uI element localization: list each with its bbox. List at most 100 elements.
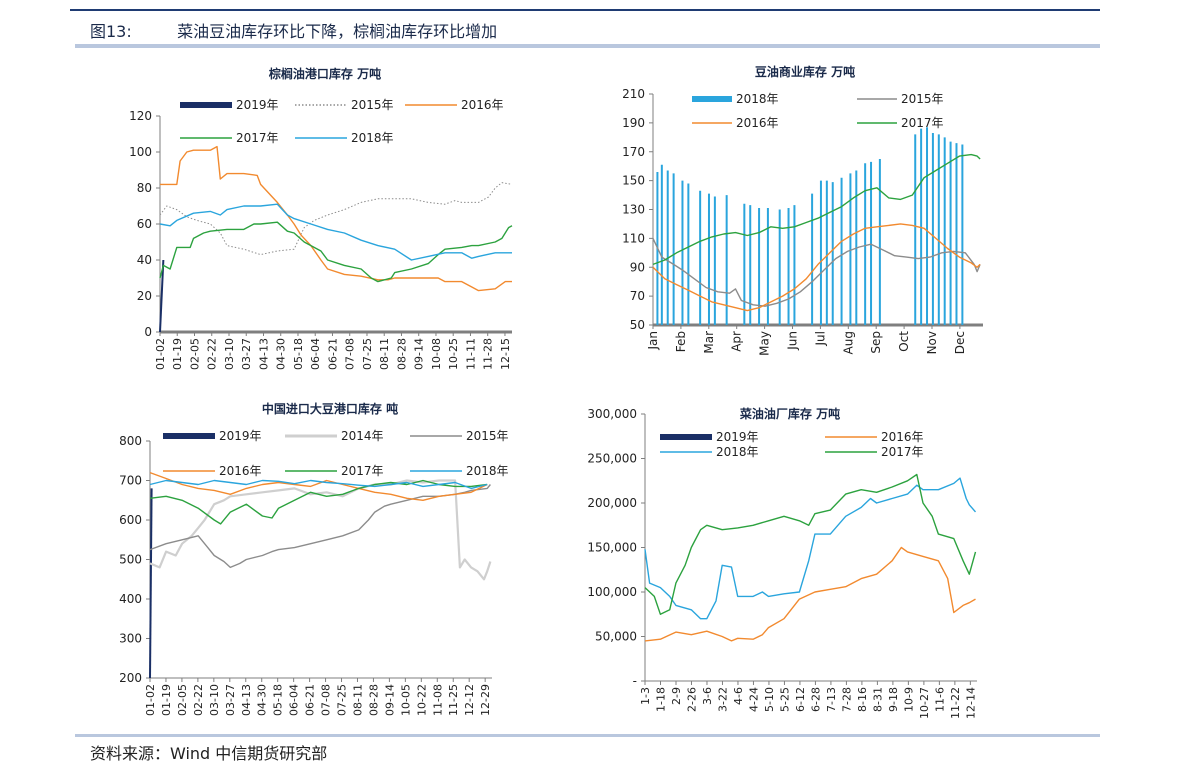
x-tick-label: 06-04 <box>288 684 301 716</box>
x-tick-label: 08-28 <box>395 338 408 370</box>
top-rule <box>70 9 1100 11</box>
y-tick-label: 300,000 <box>587 407 637 421</box>
x-tick-label: 10-25 <box>447 338 460 370</box>
x-tick-label: 03-27 <box>224 684 237 716</box>
bottom-rule <box>75 734 1100 737</box>
y-tick-label: 130 <box>622 203 645 217</box>
chart-title: 菜油油厂库存 万吨 <box>739 406 840 421</box>
x-tick-label: 03-10 <box>223 338 236 370</box>
x-tick-label: 01-02 <box>144 684 157 716</box>
x-tick-label: 11-25 <box>447 684 460 716</box>
x-tick-label: Jul <box>813 331 827 346</box>
soybean-oil-chart: 豆油商业库存 万吨 50 70 90 110 130 150 170 190 210 Jan Feb M… <box>595 58 1095 393</box>
y-tick-label: 800 <box>119 434 142 448</box>
x-tick-label: 04-30 <box>256 684 269 716</box>
x-tick-label: 02-05 <box>188 338 201 370</box>
soybean-oil-chart-svg: 豆油商业库存 万吨 50 70 90 110 130 150 170 190 210 Jan Feb M… <box>622 64 983 356</box>
series-2014-line <box>149 479 492 581</box>
x-tick-label: 11-6 <box>933 687 946 712</box>
x-tick-label: 08-28 <box>367 684 380 716</box>
x-tick-label: 01-02 <box>154 338 167 370</box>
y-tick-label: 80 <box>137 181 152 195</box>
x-tick-label: 3-6 <box>701 687 714 705</box>
x-tick-label: 4-24 <box>747 687 760 712</box>
series-2017-line <box>149 479 488 525</box>
legend-label-2019: 2019年 <box>236 98 279 112</box>
y-tick-label: 90 <box>630 260 645 274</box>
y-tick-label: 40 <box>137 253 152 267</box>
soybean-chart: 中国进口大豆港口库存 吨 200 300 400 500 600 700 800 01-02 01… <box>95 395 575 730</box>
legend-label-2014: 2014年 <box>341 429 384 443</box>
x-tick-label: 04-13 <box>257 338 270 370</box>
series-2016-line <box>160 145 512 292</box>
x-tick-label: Mar <box>702 331 716 354</box>
x-tick-label: 08-11 <box>351 684 364 716</box>
y-tick-label: 110 <box>622 231 645 245</box>
legend-label-2017: 2017年 <box>901 116 944 130</box>
x-tick-label: 12-14 <box>964 687 977 719</box>
x-tick-label: 6-12 <box>794 687 807 712</box>
x-tick-label: 1-3 <box>639 687 652 705</box>
series-2017-line <box>652 153 981 266</box>
x-tick-label: 5-10 <box>763 687 776 712</box>
y-tick-label: 50,000 <box>595 630 637 644</box>
series-2017-line <box>159 221 513 283</box>
x-tick-label: Jan <box>646 331 660 351</box>
x-tick-label: 03-27 <box>240 338 253 370</box>
y-tick-label: 100 <box>129 145 152 159</box>
x-tick-label: 05-18 <box>272 684 285 716</box>
x-tick-label: 7-28 <box>840 687 853 712</box>
x-tick-label: 07-08 <box>344 338 357 370</box>
x-tick-label: 7-13 <box>825 687 838 712</box>
legend-label-2016: 2016年 <box>881 430 924 444</box>
series-2016-line <box>644 546 976 642</box>
series-2019-line <box>159 259 165 333</box>
legend-label-2018: 2018年 <box>716 445 759 459</box>
x-tick-label: 11-28 <box>482 338 495 370</box>
figure-number: 图13: <box>90 22 132 41</box>
y-tick-label: 60 <box>137 217 152 231</box>
y-tick-label: 50 <box>630 318 645 332</box>
y-tick-label: 200,000 <box>587 496 637 510</box>
x-tick-label: Nov <box>925 331 939 354</box>
y-tick-label: 200 <box>119 671 142 685</box>
legend-label-2016: 2016年 <box>461 98 504 112</box>
x-tick-label: 1-18 <box>654 687 667 712</box>
x-tick-label: 02-22 <box>192 684 205 716</box>
x-tick-label: Sep <box>869 331 883 354</box>
y-tick-label: 120 <box>129 109 152 123</box>
legend-label-2017: 2017年 <box>236 131 279 145</box>
x-tick-label: 01-19 <box>171 338 184 370</box>
x-tick-label: 5-25 <box>778 687 791 712</box>
x-tick-label: Oct <box>897 331 911 352</box>
x-tick-label: 04-13 <box>240 684 253 716</box>
y-tick-label: 100,000 <box>587 585 637 599</box>
chart-title: 豆油商业库存 万吨 <box>755 64 855 79</box>
x-tick-label: 3-22 <box>716 687 729 712</box>
series-2018-line <box>644 477 977 620</box>
x-tick-label: May <box>758 331 772 356</box>
x-tick-label: 07-25 <box>336 684 349 716</box>
x-tick-label: 12-29 <box>479 684 492 716</box>
legend-label-2018: 2018年 <box>351 131 394 145</box>
figure-title: 图13: 菜油豆油库存环比下降，棕榈油库存环比增加 <box>90 18 497 42</box>
x-tick-label: 09-14 <box>383 684 396 716</box>
soybean-chart-svg: 中国进口大豆港口库存 吨 200 300 400 500 600 700 800 01-02 01… <box>119 401 509 716</box>
y-tick-label: 20 <box>137 289 152 303</box>
legend-label-2018: 2018年 <box>466 464 509 478</box>
x-tick-label: 04-30 <box>275 338 288 370</box>
x-tick-label: 07-25 <box>361 338 374 370</box>
y-tick-label: 170 <box>622 145 645 159</box>
x-tick-label: 03-10 <box>208 684 221 716</box>
legend-label-2016: 2016年 <box>736 116 779 130</box>
y-tick-label: 0 <box>144 325 152 339</box>
legend-label-2017: 2017年 <box>881 445 924 459</box>
y-tick-label: 600 <box>119 513 142 527</box>
x-tick-label: 8-31 <box>871 687 884 712</box>
legend-label-2017: 2017年 <box>341 464 384 478</box>
x-tick-label: 10-08 <box>430 338 443 370</box>
x-tick-label: 10-22 <box>415 684 428 716</box>
x-tick-label: 06-21 <box>326 338 339 370</box>
source-note: 资料来源：Wind 中信期货研究部 <box>90 744 328 763</box>
y-tick-label: 400 <box>119 592 142 606</box>
